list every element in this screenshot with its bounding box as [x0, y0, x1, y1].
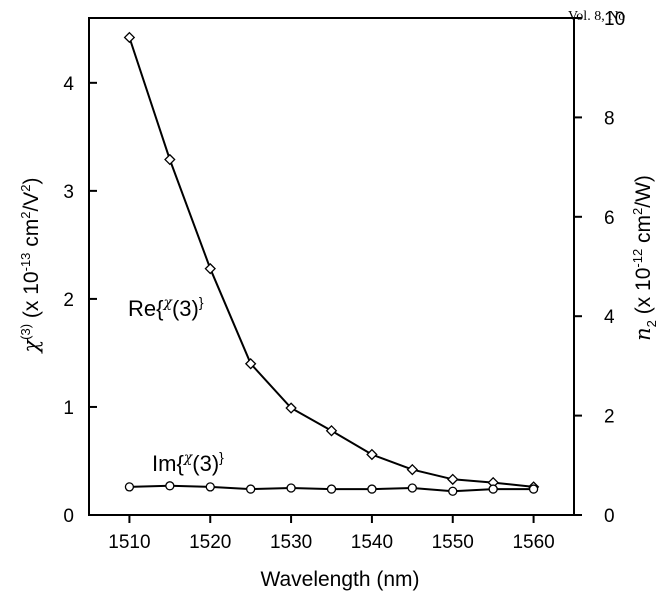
right-y-tick-label: 10 — [604, 9, 625, 30]
data-point-diamond — [366, 448, 378, 461]
data-point-circle — [367, 484, 377, 494]
right-y-tick-label: 8 — [604, 108, 615, 129]
series-layer — [123, 31, 540, 496]
plot-frame — [88, 17, 575, 516]
data-point-circle — [286, 483, 296, 493]
series-2 — [124, 481, 539, 496]
left-y-tick-label: 3 — [63, 182, 74, 203]
data-point-diamond — [244, 358, 257, 370]
x-tick-label: 1530 — [270, 532, 312, 553]
left-y-axis-title: χ(3) (x 10-13 cm2/V2) — [18, 177, 43, 354]
x-tick-label: 1540 — [351, 532, 393, 553]
data-point-circle — [528, 484, 539, 494]
left-y-axis-ticks: 0 1 2 3 4 — [63, 74, 97, 527]
data-point-diamond — [285, 402, 297, 414]
series-line — [128, 37, 534, 488]
data-point-diamond — [204, 262, 216, 275]
series-label-1: Re{χ(3)} — [128, 294, 204, 321]
data-point-diamond — [325, 425, 338, 437]
header-text: Vol. 8, No — [568, 9, 625, 24]
data-point-diamond — [447, 473, 459, 486]
right-y-tick-label: 2 — [604, 407, 615, 428]
data-point-circle — [165, 481, 175, 491]
x-tick-label: 1550 — [432, 532, 474, 553]
x-axis-ticks: 1510 1520 1530 1540 1550 1560 — [108, 515, 555, 553]
data-point-diamond — [164, 153, 176, 166]
right-y-axis-title: n2 (x 10-12 cm2/W) — [630, 175, 659, 341]
data-point-diamond — [406, 463, 419, 476]
left-y-tick-label: 4 — [63, 74, 74, 95]
data-point-circle — [488, 484, 498, 494]
data-point-circle — [205, 482, 215, 492]
right-y-tick-label: 6 — [604, 208, 615, 229]
x-tick-label: 1520 — [189, 532, 231, 553]
data-point-diamond — [123, 31, 136, 44]
x-tick-label: 1560 — [512, 532, 554, 553]
right-y-tick-label: 0 — [604, 506, 615, 527]
labels-layer: χ(3) (x 10-13 cm2/V2) n2 (x 10-12 cm2/W) R… — [18, 175, 659, 476]
data-point-circle — [448, 486, 458, 496]
data-point-circle — [326, 484, 337, 494]
data-point-circle — [407, 483, 417, 493]
x-axis-title: Wavelength (nm) — [260, 568, 419, 591]
series-label-2: Im{χ(3)} — [152, 449, 224, 476]
left-y-tick-label: 2 — [63, 290, 74, 311]
left-y-tick-label: 1 — [63, 398, 74, 419]
series-1 — [123, 31, 540, 493]
x-tick-label: 1510 — [108, 532, 150, 553]
data-point-circle — [124, 482, 135, 492]
right-y-axis-ticks: 0 2 4 6 8 10 — [574, 9, 625, 527]
right-y-tick-label: 4 — [604, 307, 615, 328]
left-y-tick-label: 0 — [63, 506, 74, 527]
data-point-circle — [246, 484, 256, 494]
